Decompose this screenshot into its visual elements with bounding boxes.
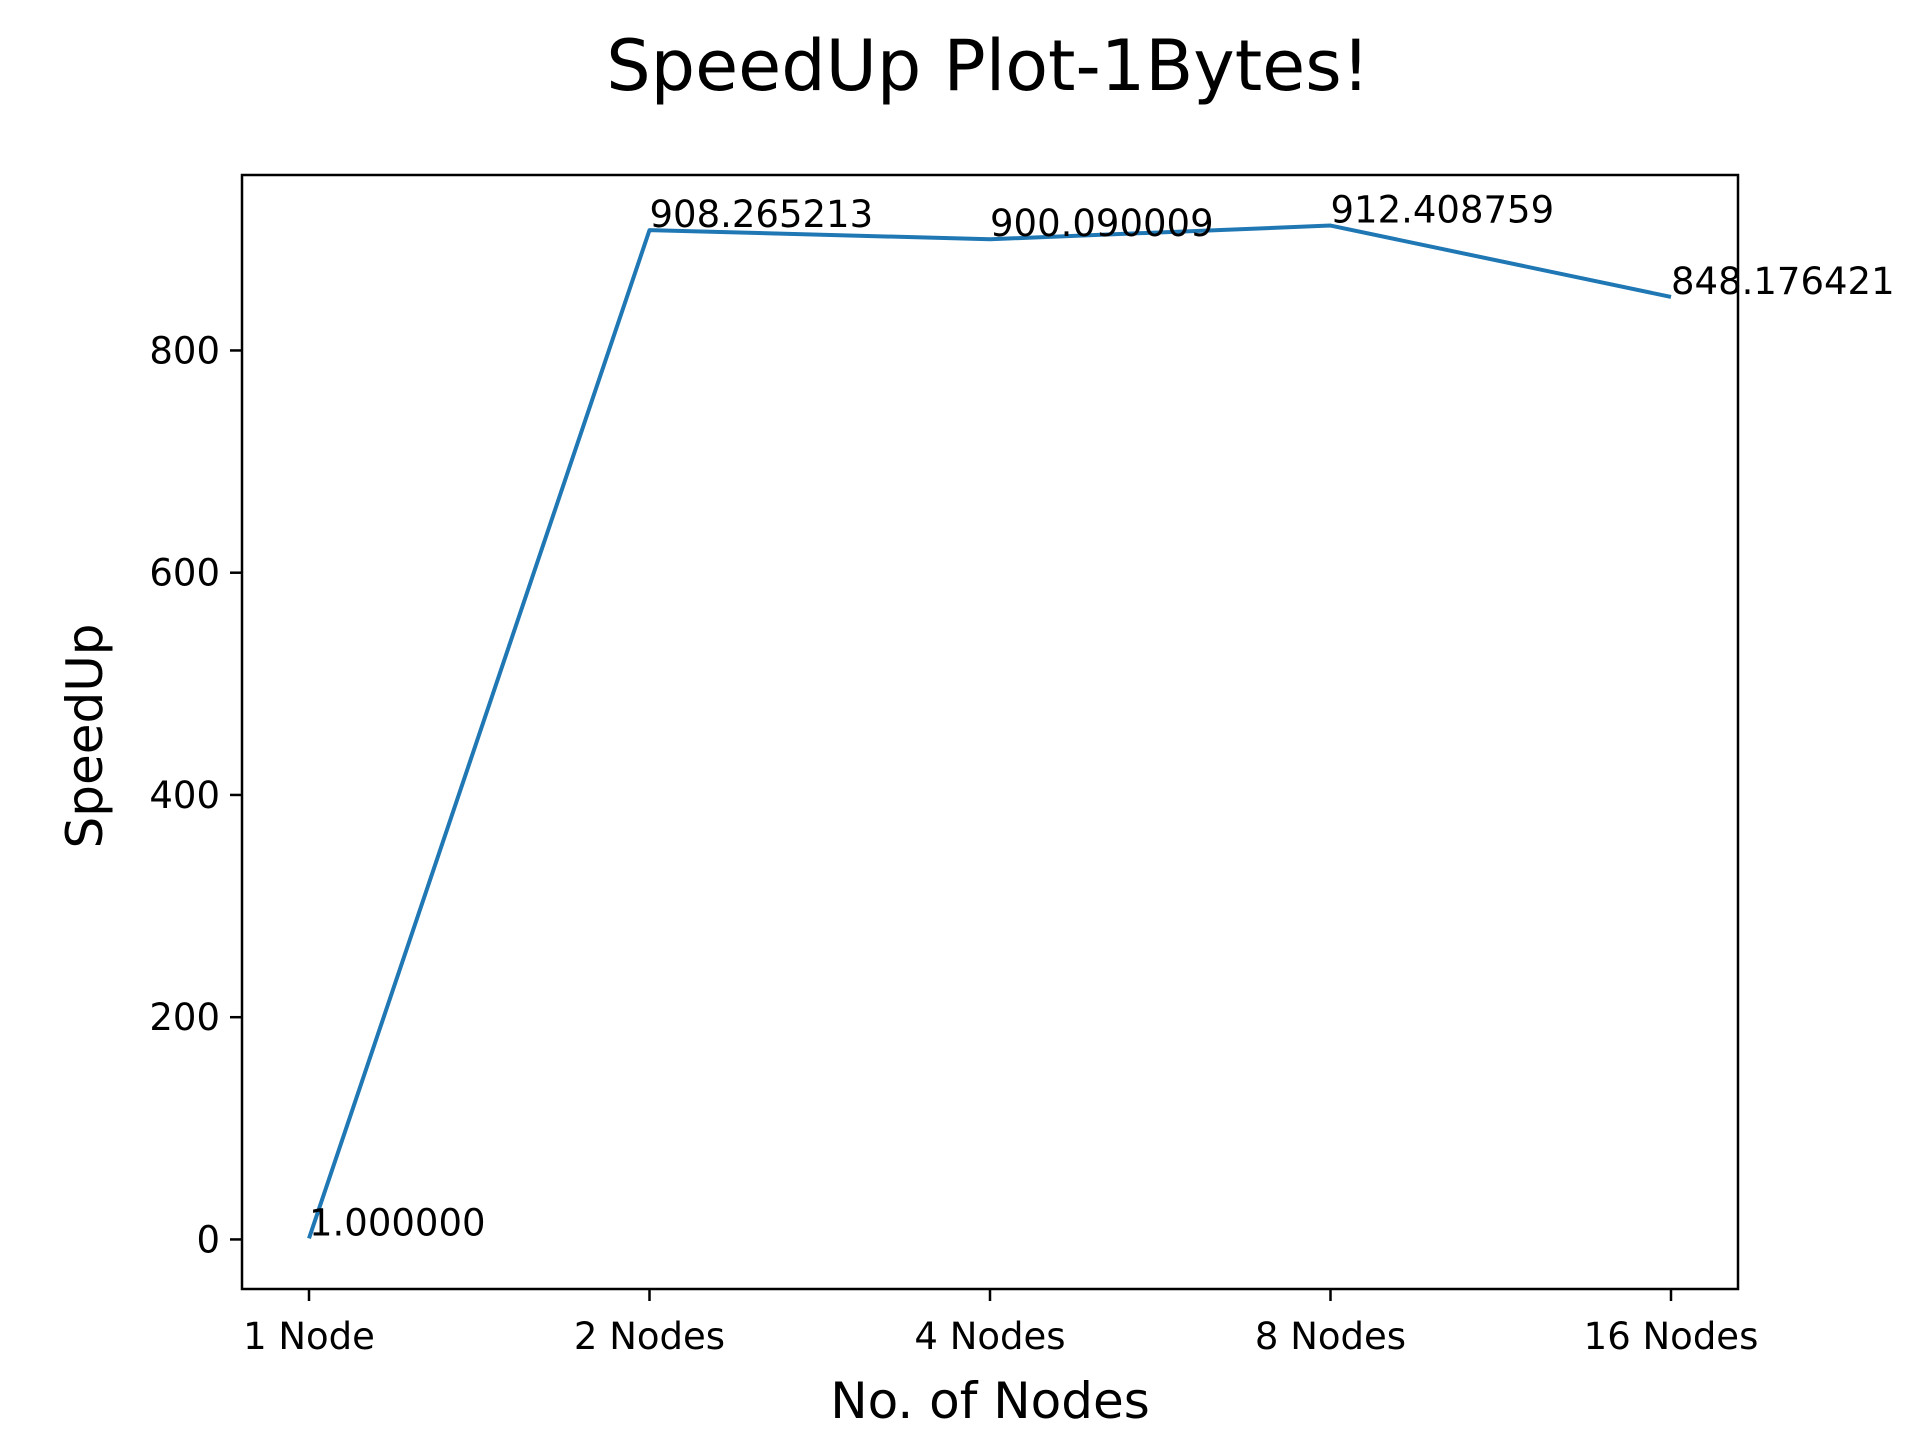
x-tick-label: 16 Nodes [1584, 1315, 1759, 1358]
y-axis: 0 200 400 600 800 [149, 329, 242, 1261]
x-axis-label: No. of Nodes [830, 1372, 1150, 1430]
data-label: 900.090009 [990, 202, 1214, 245]
x-tick-label: 4 Nodes [914, 1315, 1065, 1358]
x-tick-label: 8 Nodes [1255, 1315, 1406, 1358]
x-axis: 1 Node 2 Nodes 4 Nodes 8 Nodes 16 Nodes [243, 1289, 1758, 1358]
data-label: 848.176421 [1671, 260, 1895, 303]
series-line [307, 223, 1672, 1239]
y-tick-label: 400 [149, 774, 220, 817]
y-tick-label: 600 [149, 552, 220, 595]
data-label: 1.000000 [309, 1201, 486, 1244]
series-layer [307, 223, 1672, 1239]
x-tick-label: 2 Nodes [574, 1315, 725, 1358]
y-tick-label: 800 [149, 329, 220, 372]
plot-frame [240, 173, 1740, 1291]
data-labels: 1.000000 908.265213 900.090009 912.408759 84… [309, 189, 1895, 1245]
y-tick-label: 0 [196, 1218, 220, 1261]
y-tick-label: 200 [149, 996, 220, 1039]
x-tick-label: 1 Node [243, 1315, 375, 1358]
data-label: 908.265213 [650, 193, 874, 236]
data-label: 912.408759 [1331, 189, 1555, 232]
chart-title: SpeedUp Plot-1Bytes! [606, 25, 1370, 107]
y-axis-label: SpeedUp [56, 623, 114, 848]
